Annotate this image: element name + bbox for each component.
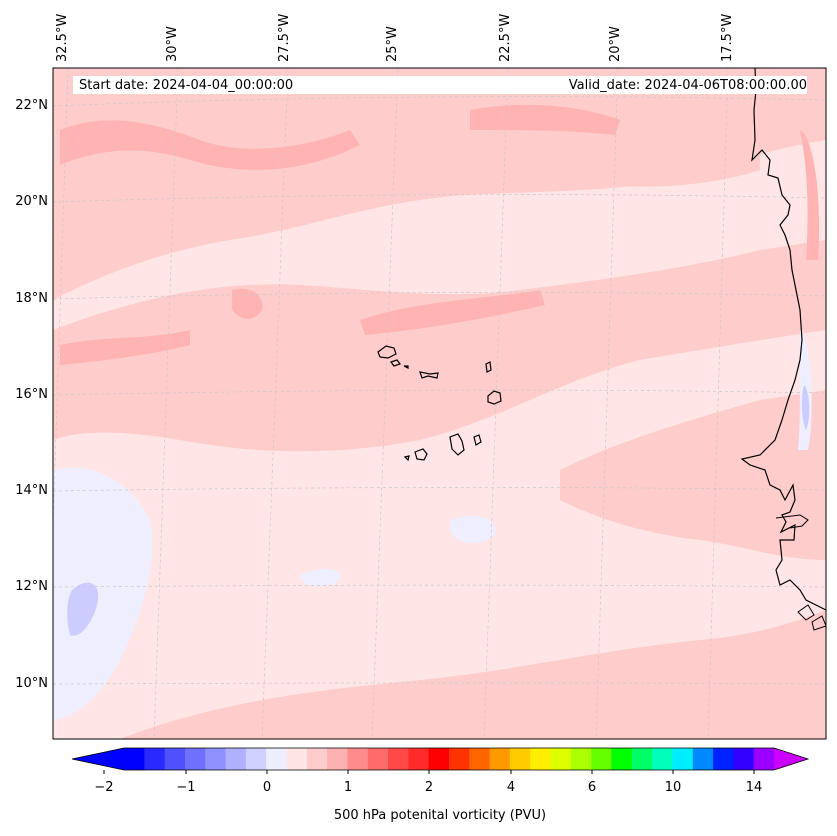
map-frame — [52, 67, 827, 740]
colorbar-segment — [205, 748, 227, 770]
island-santa-luzia — [403, 365, 409, 369]
colorbar-segment — [753, 748, 775, 770]
colorbar-segment — [266, 748, 287, 770]
colorbar-segment — [347, 748, 369, 770]
island-brava — [403, 455, 410, 462]
colorbar-segment — [530, 748, 552, 770]
island-sao-vicente — [390, 359, 401, 367]
colorbar-over-triangle — [774, 748, 808, 770]
colorbar-segment — [245, 748, 267, 770]
colorbar-segment — [306, 748, 328, 770]
start-date-label: Start date: 2024-04-04_00:00:00 — [79, 78, 294, 93]
pv-field — [53, 68, 826, 739]
colorbar-tick-label: 4 — [506, 780, 516, 795]
colorbar-tick-label: 0 — [262, 780, 272, 795]
colorbar-segment — [489, 748, 511, 770]
pv-negative-5 — [67, 582, 99, 636]
lon-label-30w: 30°W — [165, 26, 180, 62]
lat-label-16n: 16°N — [15, 387, 48, 402]
island-boa-vista — [487, 390, 502, 405]
lon-label-22-5w: 22.5°W — [498, 13, 513, 62]
colorbar — [71, 747, 810, 774]
lat-label-14n: 14°N — [15, 483, 48, 498]
lat-label-12n: 12°N — [15, 579, 48, 594]
pv-band-coast — [560, 390, 826, 560]
colorbar-outline — [71, 747, 810, 771]
colorbar-title: 500 hPa potenital vorticity (PVU) — [333, 808, 547, 823]
colorbar-segment — [469, 748, 491, 770]
pv-streak-6 — [800, 130, 820, 260]
island-maio — [473, 434, 482, 446]
colorbar-tick-label: 2 — [424, 780, 434, 795]
pv-streak-2 — [470, 104, 620, 135]
pv-negative-2 — [450, 515, 496, 544]
colorbar-segment — [184, 748, 206, 770]
colorbar-segment — [509, 748, 531, 770]
colorbar-segment — [570, 748, 592, 770]
colorbar-segment — [591, 748, 612, 770]
colorbar-segment — [124, 748, 145, 770]
date-annotation-box — [73, 76, 807, 94]
coast-gambia-river — [775, 514, 809, 529]
colorbar-segment — [672, 748, 694, 770]
colorbar-tick-label: 1 — [343, 780, 353, 795]
coast-bijagos — [797, 604, 826, 631]
lon-label-32-5w: 32.5°W — [55, 13, 70, 62]
island-sal — [485, 361, 492, 373]
colorbar-segment — [225, 748, 247, 770]
colorbar-tick-label: −1 — [176, 780, 196, 795]
pv-streak-3 — [360, 290, 545, 335]
island-santo-antao — [377, 345, 397, 359]
african-coastline — [740, 68, 826, 611]
colorbar-segment — [327, 748, 348, 770]
colorbar-segment — [713, 748, 734, 770]
colorbar-segment — [367, 748, 389, 770]
colorbar-segment — [144, 748, 166, 770]
colorbar-segment — [550, 748, 572, 770]
lat-label-10n: 10°N — [15, 676, 48, 691]
lon-label-20w: 20°W — [608, 26, 623, 62]
valid-date-label: Valid_date: 2024-04-06T08:00:00.00 — [568, 78, 807, 93]
colorbar-segment — [631, 748, 653, 770]
colorbar-segment — [388, 748, 409, 770]
colorbar-segment — [408, 748, 430, 770]
colorbar-tick-label: 10 — [664, 780, 682, 795]
colorbar-segment — [286, 748, 308, 770]
colorbar-tick-label: 6 — [587, 780, 597, 795]
lat-label-18n: 18°N — [15, 291, 48, 306]
colorbar-segment — [428, 748, 450, 770]
pv-band-south — [120, 610, 826, 739]
colorbar-segment — [611, 748, 633, 770]
pv-negative-west — [53, 467, 153, 720]
pv-streak-4 — [60, 330, 190, 365]
colorbar-under-triangle — [72, 748, 124, 770]
island-fogo — [414, 448, 428, 461]
lat-label-22n: 22°N — [15, 98, 48, 113]
pv-negative-6 — [801, 385, 810, 430]
pv-negative-3 — [300, 568, 341, 587]
lon-label-17-5w: 17.5°W — [720, 13, 735, 62]
lon-label-25w: 25°W — [385, 26, 400, 62]
colorbar-tick-label: −2 — [94, 780, 114, 795]
island-sao-nicolau — [419, 371, 439, 379]
graticule — [53, 68, 826, 739]
lat-label-20n: 20°N — [15, 194, 48, 209]
colorbar-segment — [652, 748, 673, 770]
colorbar-segment — [449, 748, 470, 770]
cape-verde-islands — [377, 345, 502, 462]
pv-streak-5 — [232, 288, 263, 319]
colorbar-tick-label: 14 — [745, 780, 763, 795]
colorbar-segment — [733, 748, 755, 770]
colorbar-segment — [164, 748, 186, 770]
colorbar-segment — [692, 748, 714, 770]
lon-label-27-5w: 27.5°W — [277, 13, 292, 62]
island-santiago — [449, 433, 465, 456]
pv-streak-1 — [60, 120, 360, 170]
